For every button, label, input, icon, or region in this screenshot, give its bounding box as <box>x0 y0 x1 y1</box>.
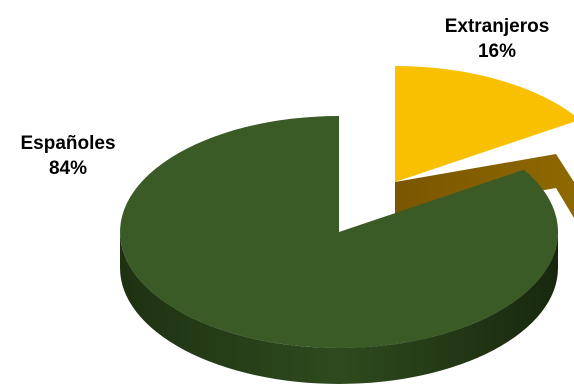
label-espanoles-name: Españoles <box>20 133 115 154</box>
slice-side-espanoles <box>120 232 558 384</box>
label-extranjeros-name: Extranjeros <box>445 16 550 37</box>
label-espanoles-value: 84% <box>49 158 87 179</box>
label-extranjeros-value: 16% <box>478 41 516 62</box>
slice-extranjeros <box>395 66 574 182</box>
slice-espanoles <box>120 116 559 348</box>
